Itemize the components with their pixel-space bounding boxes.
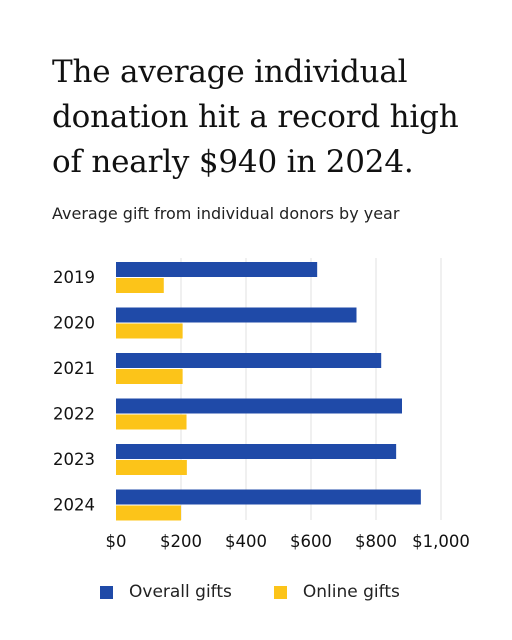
legend-swatch-online <box>273 585 287 599</box>
x-tick-label: $800 <box>355 532 397 551</box>
bar-online-2021 <box>116 369 183 384</box>
bars <box>116 262 421 521</box>
x-tick-label: $1,000 <box>412 532 470 551</box>
legend-label-overall: Overall gifts <box>129 582 232 602</box>
bar-online-2023 <box>116 460 187 475</box>
x-axis-labels: $0 $200 $400 $600 $800 $1,000 <box>106 532 470 551</box>
legend: Overall gifts Online gifts <box>100 582 442 602</box>
y-tick-label-2022: 2022 <box>53 405 95 424</box>
bar-overall-2024 <box>116 489 421 505</box>
legend-item-online: Online gifts <box>273 582 400 602</box>
headline: The average individual donation hit a re… <box>52 54 459 180</box>
y-axis-labels: 2019 2020 2021 2022 2023 2024 <box>53 268 95 515</box>
x-tick-label: $200 <box>160 532 202 551</box>
x-tick-label: $600 <box>290 532 332 551</box>
x-tick-label: $400 <box>225 532 267 551</box>
bar-overall-2020 <box>116 307 357 323</box>
legend-label-online: Online gifts <box>302 582 400 602</box>
chart-title: Average gift from individual donors by y… <box>52 204 400 223</box>
y-tick-label-2024: 2024 <box>53 496 95 515</box>
bar-overall-2021 <box>116 353 382 368</box>
gridlines <box>180 258 442 520</box>
bar-online-2019 <box>116 278 164 293</box>
bar-online-2022 <box>116 414 187 430</box>
bar-overall-2019 <box>116 262 318 277</box>
y-tick-label-2020: 2020 <box>53 314 95 333</box>
y-tick-label-2019: 2019 <box>53 268 95 287</box>
bar-online-2020 <box>116 323 183 339</box>
bar-online-2024 <box>116 505 181 521</box>
y-tick-label-2021: 2021 <box>53 359 95 378</box>
x-tick-label: $0 <box>106 532 127 551</box>
y-tick-label-2023: 2023 <box>53 450 95 469</box>
legend-swatch-overall <box>100 585 113 599</box>
bar-overall-2023 <box>116 444 397 459</box>
bar-overall-2022 <box>116 398 402 414</box>
legend-item-overall: Overall gifts <box>100 582 232 602</box>
